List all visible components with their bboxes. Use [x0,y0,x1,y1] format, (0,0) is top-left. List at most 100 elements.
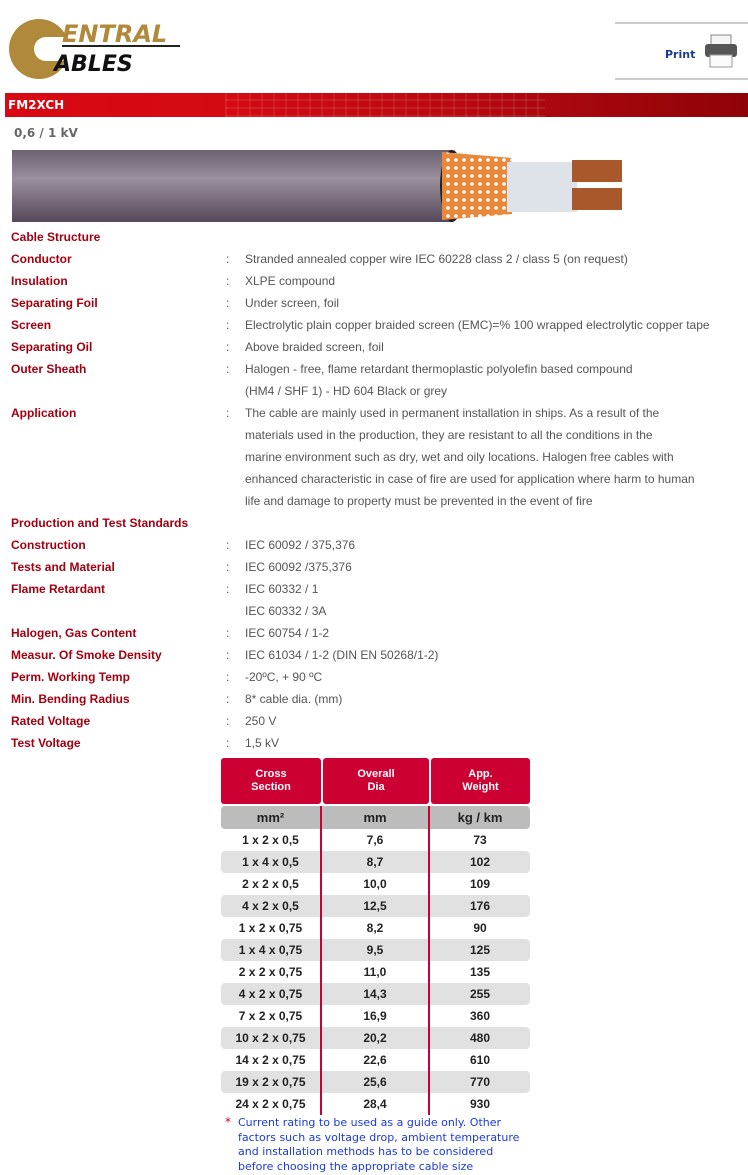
colon: : [226,252,230,266]
table-cell: 2 x 2 x 0,5 [221,873,322,895]
spec-label: Measur. Of Smoke Density [11,648,162,662]
spec-row: Halogen, Gas Content: IEC 60754 / 1-2 [11,622,748,644]
spec-value: XLPE compound [245,270,748,292]
svg-text:ENTRAL: ENTRAL [62,20,167,48]
colon: : [226,318,230,332]
central-cables-logo[interactable]: ENTRAL ABLES [6,14,182,80]
table-cell: 2 x 2 x 0,75 [221,961,322,983]
table-row: 1 x 2 x 0,75 8,2 90 [221,917,530,939]
product-title-bar: FM2XCH [5,93,748,117]
table-cell: 4 x 2 x 0,75 [221,983,322,1005]
colon: : [226,736,230,750]
table-cell: 14 x 2 x 0,75 [221,1049,322,1071]
table-row: 1 x 2 x 0,5 7,6 73 [221,829,530,851]
printer-icon[interactable] [703,34,739,68]
table-cell: 135 [469,965,491,979]
footnote: * Current rating to be used as a guide o… [225,1115,525,1174]
colon: : [226,670,230,684]
table-cell: 7,6 [322,829,430,851]
table-cell: 90 [473,921,487,935]
spec-row: Measur. Of Smoke Density: IEC 61034 / 1-2… [11,644,748,666]
table-row: 24 x 2 x 0,75 28,4 930 [221,1093,530,1115]
colon: : [226,714,230,728]
table-cell: 1 x 4 x 0,75 [221,939,322,961]
spec-row: Separating Foil: Under screen, foil [11,292,748,314]
column-header: Cross Section [221,758,321,804]
spec-label: Insulation [11,274,68,288]
spec-row: Separating Oil: Above braided screen, foi… [11,336,748,358]
print-link[interactable]: Print [665,48,696,61]
colon: : [226,692,230,706]
spec-value-line: The cable are mainly used in permanent i… [245,406,660,420]
svg-text:ABLES: ABLES [52,52,133,77]
spec-value-line: marine environment such as dry, wet and … [245,450,674,464]
column-header-line: Cross [255,768,287,780]
spec-label: Perm. Working Temp [11,670,130,684]
spec-value-line: 1,5 kV [245,736,280,750]
spec-value-line: IEC 60092 / 375,376 [245,538,356,552]
colon: : [226,648,230,662]
cable-image [12,150,622,222]
spec-value-line: materials used in the production, they a… [245,428,653,442]
table-row: 14 x 2 x 0,75 22,6 610 [221,1049,530,1071]
table-cell: 125 [469,943,491,957]
spec-value: The cable are mainly used in permanent i… [245,402,748,512]
product-title: FM2XCH [8,98,65,112]
column-header-line: Dia [367,781,385,793]
spec-value-line: 250 V [245,714,277,728]
spec-value: Electrolytic plain copper braided screen… [245,314,748,336]
table-cell: 102 [469,855,491,869]
spec-value-line: IEC 60754 / 1-2 [245,626,330,640]
spec-value-line: XLPE compound [245,274,336,288]
spec-value-line: (HM4 / SHF 1) - HD 604 Black or grey [245,384,448,398]
spec-value: Above braided screen, foil [245,336,748,358]
spec-value: -20ºC, + 90 ºC [245,666,748,688]
table-row: 4 x 2 x 0,5 12,5 176 [221,895,530,917]
table-cell: 19 x 2 x 0,75 [221,1071,322,1093]
table-cell: 610 [469,1053,491,1067]
spec-value-line: IEC 60092 /375,376 [245,560,352,574]
table-cell: 480 [469,1031,491,1045]
spec-value: IEC 60092 /375,376 [245,556,748,578]
table-cell: 12,5 [322,895,430,917]
colon: : [226,362,230,376]
table-cell: 255 [469,987,491,1001]
spec-label: Conductor [11,252,72,266]
spec-value: IEC 60092 / 375,376 [245,534,748,556]
table-row: 10 x 2 x 0,75 20,2 480 [221,1027,530,1049]
voltage-rating: 0,6 / 1 kV [14,126,78,140]
spec-value-line: Above braided screen, foil [245,340,384,354]
colon: : [226,560,230,574]
spec-label: Tests and Material [11,560,115,574]
unit-cell: kg / km [457,810,503,825]
table-cell: 10 x 2 x 0,75 [221,1027,322,1049]
spec-row: Outer Sheath: Halogen - free, flame retar… [11,358,748,402]
spec-row: Perm. Working Temp: -20ºC, + 90 ºC [11,666,748,688]
spec-value-line: IEC 60332 / 3A [245,604,327,618]
spec-row: Construction: IEC 60092 / 375,376 [11,534,748,556]
table-row: 7 x 2 x 0,75 16,9 360 [221,1005,530,1027]
spec-row: Insulation: XLPE compound [11,270,748,292]
print-area: Print [615,22,748,80]
table-row: 1 x 4 x 0,75 9,5 125 [221,939,530,961]
table-row: 2 x 2 x 0,5 10,0 109 [221,873,530,895]
spec-value: IEC 60754 / 1-2 [245,622,748,644]
table-cell: 20,2 [322,1027,430,1049]
spec-label: Min. Bending Radius [11,692,130,706]
colon: : [226,406,230,420]
spec-value-line: 8* cable dia. (mm) [245,692,343,706]
table-cell: 25,6 [322,1071,430,1093]
table-cell: 930 [469,1097,491,1111]
spec-label: Screen [11,318,52,332]
table-cell: 1 x 2 x 0,75 [221,917,322,939]
column-header-line: Overall [357,768,395,780]
spec-value: 8* cable dia. (mm) [245,688,748,710]
table-cell: 11,0 [322,961,430,983]
table-cell: 73 [473,833,487,847]
section-title: Cable Structure [11,230,101,244]
table-cell: 1 x 4 x 0,5 [221,851,322,873]
spec-value-line: Under screen, foil [245,296,340,310]
spec-row: Application: The cable are mainly used in… [11,402,748,512]
spec-value-line: Halogen - free, flame retardant thermopl… [245,362,633,376]
spec-label: Application [11,406,77,420]
